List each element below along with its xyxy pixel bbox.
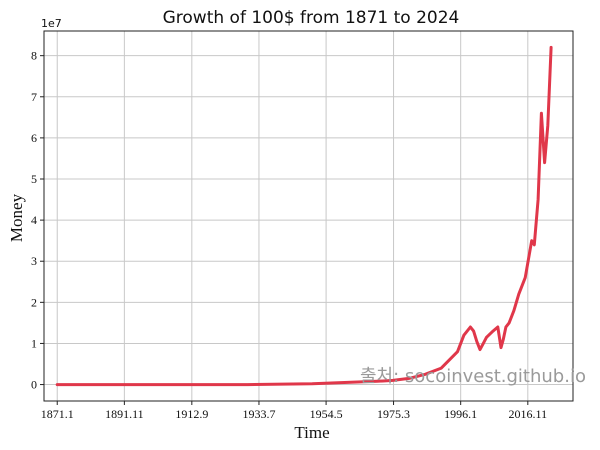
y-tick-label: 0	[31, 378, 37, 392]
x-tick-label: 1975.3	[377, 407, 410, 421]
x-tick-label: 1996.1	[444, 407, 477, 421]
watermark: 출처: socoinvest.github.io	[360, 366, 586, 387]
x-tick-label: 1912.9	[175, 407, 208, 421]
y-axis-offset-label: 1e7	[41, 17, 62, 30]
y-axis-label: Money	[7, 193, 26, 242]
y-tick-label: 8	[31, 49, 37, 63]
y-tick-label: 4	[31, 213, 37, 227]
x-tick-label: 1933.7	[242, 407, 275, 421]
x-axis-label: Time	[294, 423, 329, 442]
x-tick-label: 1891.11	[105, 407, 144, 421]
plot-frame	[43, 30, 574, 402]
series-layer	[55, 45, 553, 387]
y-tick-label: 6	[31, 131, 37, 145]
y-tick-label: 1	[31, 336, 37, 350]
y-tick-label: 2	[31, 295, 37, 309]
y-tick-label: 7	[31, 90, 37, 104]
x-tick-label: 1871.1	[41, 407, 74, 421]
chart-title: Growth of 100$ from 1871 to 2024	[163, 8, 460, 28]
y-axis-ticks: 0 1 2 3 4 5 6 7 8	[31, 49, 44, 392]
x-axis-ticks: 1871.1 1891.11 1912.9 1933.7 1954.5 1975.3 199…	[41, 401, 547, 421]
x-tick-label: 1954.5	[310, 407, 343, 421]
x-tick-label: 2016.11	[509, 407, 548, 421]
y-tick-label: 5	[31, 172, 37, 186]
series-line	[55, 45, 553, 387]
y-tick-label: 3	[31, 254, 37, 268]
